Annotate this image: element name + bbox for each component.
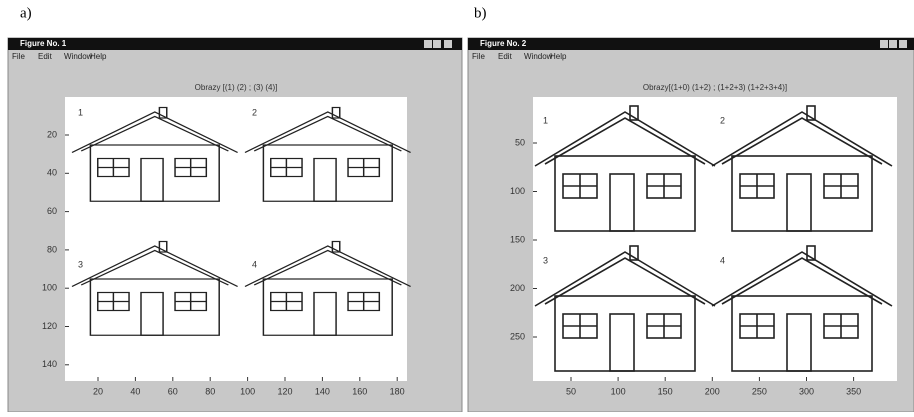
menu-item[interactable]: Window bbox=[64, 52, 93, 61]
title-bar bbox=[8, 38, 462, 50]
y-tick-label: 60 bbox=[47, 206, 57, 216]
menu-item[interactable]: Window bbox=[524, 52, 553, 61]
x-tick-label: 100 bbox=[240, 386, 255, 396]
x-tick-label: 20 bbox=[93, 386, 103, 396]
y-tick-label: 120 bbox=[42, 321, 57, 331]
x-tick-label: 120 bbox=[277, 386, 292, 396]
title-bar bbox=[468, 38, 914, 50]
y-tick-label: 100 bbox=[42, 283, 57, 293]
close-button[interactable] bbox=[899, 40, 907, 48]
panel-number: 1 bbox=[543, 115, 548, 125]
menu-item[interactable]: Help bbox=[90, 52, 107, 61]
y-tick-label: 200 bbox=[510, 283, 525, 293]
panel-number: 3 bbox=[543, 255, 548, 265]
x-tick-label: 250 bbox=[752, 386, 767, 396]
x-tick-label: 150 bbox=[658, 386, 673, 396]
y-tick-label: 20 bbox=[47, 129, 57, 139]
minimize-button[interactable] bbox=[880, 40, 888, 48]
x-tick-label: 200 bbox=[705, 386, 720, 396]
y-tick-label: 80 bbox=[47, 244, 57, 254]
x-tick-label: 60 bbox=[168, 386, 178, 396]
x-tick-label: 100 bbox=[611, 386, 626, 396]
y-tick-label: 100 bbox=[510, 186, 525, 196]
x-tick-label: 40 bbox=[130, 386, 140, 396]
x-tick-label: 140 bbox=[315, 386, 330, 396]
y-tick-label: 50 bbox=[515, 137, 525, 147]
x-tick-label: 300 bbox=[799, 386, 814, 396]
y-tick-label: 140 bbox=[42, 359, 57, 369]
menu-item[interactable]: Help bbox=[550, 52, 567, 61]
maximize-button[interactable] bbox=[889, 40, 897, 48]
y-tick-label: 40 bbox=[47, 168, 57, 178]
panel-number: 2 bbox=[252, 107, 257, 117]
panel-number: 3 bbox=[78, 259, 83, 269]
y-tick-label: 150 bbox=[510, 234, 525, 244]
menu-item[interactable]: Edit bbox=[38, 52, 53, 61]
menu-item[interactable]: File bbox=[12, 52, 25, 61]
figure-label: a) bbox=[20, 5, 32, 21]
x-tick-label: 350 bbox=[846, 386, 861, 396]
x-tick-label: 180 bbox=[390, 386, 405, 396]
panel-number: 4 bbox=[720, 255, 725, 265]
axes-title: Obrazy[(1+0) (1+2) ; (1+2+3) (1+2+3+4)] bbox=[643, 83, 787, 92]
panel-number: 4 bbox=[252, 259, 257, 269]
maximize-button[interactable] bbox=[433, 40, 441, 48]
y-tick-label: 250 bbox=[510, 331, 525, 341]
menu-item[interactable]: Edit bbox=[498, 52, 513, 61]
x-tick-label: 160 bbox=[352, 386, 367, 396]
panel-number: 1 bbox=[78, 107, 83, 117]
x-tick-label: 50 bbox=[566, 386, 576, 396]
axes-title: Obrazy [(1) (2) ; (3) (4)] bbox=[195, 83, 278, 92]
window-title: Figure No. 1 bbox=[20, 39, 67, 48]
minimize-button[interactable] bbox=[424, 40, 432, 48]
figure-label: b) bbox=[474, 5, 487, 21]
x-tick-label: 80 bbox=[205, 386, 215, 396]
screenshot: a) b) Figure No. 1FileEditWindowHelpObra… bbox=[0, 0, 914, 412]
window-title: Figure No. 2 bbox=[480, 39, 527, 48]
axes bbox=[65, 97, 407, 381]
close-button[interactable] bbox=[444, 40, 452, 48]
menu-item[interactable]: File bbox=[472, 52, 485, 61]
panel-number: 2 bbox=[720, 115, 725, 125]
